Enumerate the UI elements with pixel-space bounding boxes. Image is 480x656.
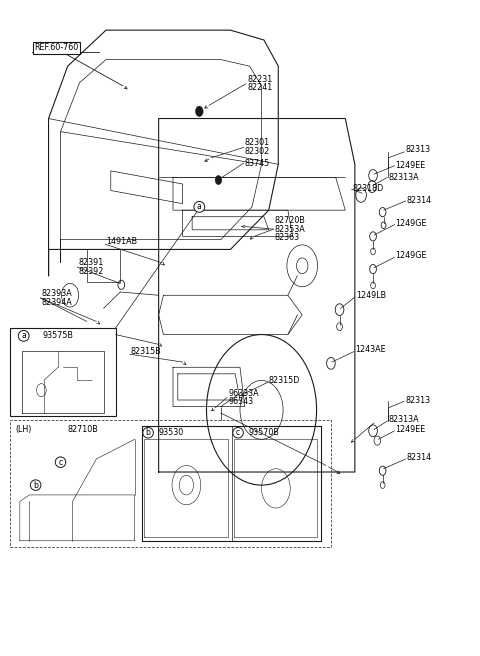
Text: 1243AE: 1243AE <box>355 345 385 354</box>
Text: b: b <box>33 481 38 489</box>
Text: 82391: 82391 <box>78 258 104 267</box>
Circle shape <box>195 106 203 117</box>
Text: c: c <box>59 458 62 466</box>
Text: 93570B: 93570B <box>249 428 279 438</box>
Circle shape <box>215 175 222 184</box>
Text: 1249LB: 1249LB <box>356 291 386 300</box>
Text: 82313A: 82313A <box>388 415 419 424</box>
Text: 82313A: 82313A <box>388 173 419 182</box>
Text: 82301: 82301 <box>245 138 270 147</box>
Text: 82392: 82392 <box>78 266 104 276</box>
Text: 96343: 96343 <box>228 398 253 407</box>
Text: 82720B: 82720B <box>275 216 305 225</box>
Text: 82313: 82313 <box>405 146 430 154</box>
Text: b: b <box>145 428 151 438</box>
Text: 82393A: 82393A <box>41 289 72 298</box>
Text: 1249GE: 1249GE <box>396 218 427 228</box>
Text: 82318D: 82318D <box>352 184 384 193</box>
Text: 82710B: 82710B <box>68 425 98 434</box>
Text: 1491AB: 1491AB <box>106 237 137 246</box>
Text: 1249EE: 1249EE <box>396 161 426 170</box>
Text: a: a <box>21 331 26 340</box>
Text: 82315B: 82315B <box>131 347 162 356</box>
Text: 93575B: 93575B <box>43 331 74 340</box>
Bar <box>10 328 116 417</box>
Text: 82302: 82302 <box>245 147 270 155</box>
Text: (LH): (LH) <box>15 425 31 434</box>
Text: 82314: 82314 <box>407 453 432 462</box>
Text: a: a <box>197 203 202 211</box>
Text: c: c <box>236 428 240 438</box>
Text: 82241: 82241 <box>247 83 273 92</box>
Text: 82231: 82231 <box>247 75 273 84</box>
Text: 82315D: 82315D <box>269 376 300 385</box>
Text: REF.60-760: REF.60-760 <box>34 43 78 52</box>
Text: 82313: 82313 <box>405 396 430 405</box>
Text: 82394A: 82394A <box>41 298 72 307</box>
Text: 82314: 82314 <box>407 196 432 205</box>
Text: 83745: 83745 <box>245 159 270 167</box>
Bar <box>10 420 331 547</box>
Text: 82353A: 82353A <box>275 224 305 234</box>
Text: 1249EE: 1249EE <box>396 425 426 434</box>
Text: 96333A: 96333A <box>228 389 259 398</box>
Text: 82363: 82363 <box>275 233 300 242</box>
Bar <box>142 426 322 541</box>
Text: 93530: 93530 <box>158 428 184 438</box>
Text: 1249GE: 1249GE <box>396 251 427 260</box>
